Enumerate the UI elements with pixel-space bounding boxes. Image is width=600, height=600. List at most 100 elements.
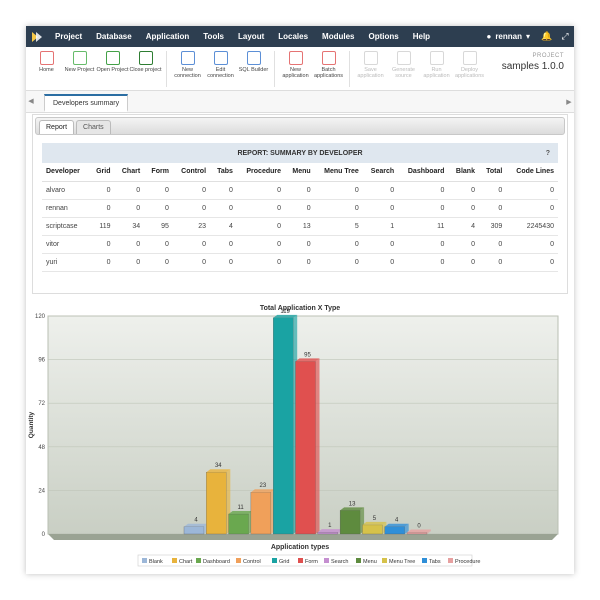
- count-cell: 0: [89, 253, 115, 272]
- count-cell: 0: [285, 181, 315, 200]
- scriptcase-logo-icon[interactable]: [26, 26, 48, 47]
- close-project-button[interactable]: Close project: [129, 51, 162, 87]
- menu-tools[interactable]: Tools: [203, 32, 225, 41]
- toolbar-group-connection: New connection Edit connection SQL Builder: [167, 51, 275, 87]
- legend-label-form: Form: [305, 559, 318, 565]
- menu-layout[interactable]: Layout: [238, 32, 265, 41]
- tab-scroll-left-icon[interactable]: ◀: [28, 98, 34, 105]
- edit-connection-button[interactable]: Edit connection: [204, 51, 237, 87]
- batch-applications-button[interactable]: Batch applications: [312, 51, 345, 87]
- bar-control: [250, 492, 272, 535]
- toolbar-button-label: Run application: [423, 67, 450, 79]
- menu-options[interactable]: Options: [368, 32, 399, 41]
- toolbar-button-label: Deploy applications: [454, 67, 485, 79]
- bar-top-blank: [184, 523, 208, 527]
- column-header-total: Total: [478, 163, 507, 182]
- batch-applications-icon: [321, 51, 336, 65]
- generate-source-button[interactable]: Generate source: [387, 51, 420, 87]
- toolbar-button-label: New Project: [64, 67, 95, 73]
- app-window: Project Database Application Tools Layou…: [26, 26, 574, 574]
- data-label-control: 23: [260, 483, 267, 489]
- legend-label-blank: Blank: [149, 559, 163, 565]
- count-cell: 0: [210, 181, 237, 200]
- bar-tabs: [384, 526, 405, 535]
- count-cell: 0: [478, 253, 507, 272]
- count-cell: 13: [285, 217, 315, 236]
- bar-top-grid: [273, 314, 298, 318]
- sql-builder-button[interactable]: SQL Builder: [237, 51, 270, 87]
- bell-icon[interactable]: 🔔: [541, 31, 553, 41]
- legend-swatch-form: [298, 558, 303, 563]
- count-cell: 0: [314, 253, 363, 272]
- y-tick-label: 24: [38, 488, 45, 494]
- data-label-tabs: 4: [395, 518, 399, 524]
- count-cell: 0: [89, 199, 115, 218]
- user-menu[interactable]: ● rennan ▾: [478, 32, 538, 41]
- table-row: scriptcase 119 34 95 23 4 0 13 5 1 11 4 309 2245430: [42, 217, 558, 236]
- legend-label-control: Control: [243, 559, 261, 565]
- new-application-button[interactable]: New application: [279, 51, 312, 87]
- open-project-icon: [105, 51, 120, 65]
- close-project-icon: [138, 51, 153, 65]
- legend-swatch-menu-tree: [382, 558, 387, 563]
- open-project-button[interactable]: Open Project: [96, 51, 129, 87]
- count-cell: 0: [144, 253, 173, 272]
- count-cell: 1: [362, 217, 399, 236]
- save-application-button[interactable]: Save application: [354, 51, 387, 87]
- fullscreen-icon[interactable]: ⤢: [561, 31, 569, 41]
- count-cell: 0: [398, 253, 449, 272]
- count-cell: 0: [114, 235, 145, 254]
- tab-developers-summary[interactable]: Developers summary: [44, 94, 129, 112]
- toolbar-button-label: Close project: [129, 67, 162, 73]
- bar-top-procedure: [407, 529, 431, 533]
- count-cell: 0: [144, 235, 173, 254]
- count-cell: 0: [236, 199, 286, 218]
- toolbar-button-label: SQL Builder: [238, 67, 269, 73]
- tab-scroll-right-icon[interactable]: ▶: [566, 99, 572, 106]
- bar-side-form: [315, 358, 320, 534]
- bar-top-tabs: [384, 523, 409, 527]
- toolbar-button-label: Batch applications: [313, 67, 344, 79]
- sql-builder-icon: [246, 51, 261, 65]
- user-icon: ●: [486, 32, 492, 41]
- count-cell: 0: [89, 181, 115, 200]
- menu-application[interactable]: Application: [145, 32, 190, 41]
- count-cell: 0: [236, 235, 286, 254]
- home-button[interactable]: Home: [30, 51, 63, 87]
- bar-grid: [273, 317, 294, 535]
- menu-locales[interactable]: Locales: [278, 32, 309, 41]
- help-icon[interactable]: ?: [545, 149, 550, 157]
- menu-help[interactable]: Help: [412, 32, 431, 41]
- bar-top-form: [295, 358, 320, 362]
- bar-top-chart: [206, 469, 231, 473]
- legend-label-menu: Menu: [363, 559, 377, 565]
- count-cell: 23: [172, 217, 211, 236]
- run-application-button[interactable]: Run application: [420, 51, 453, 87]
- deploy-applications-button[interactable]: Deploy applications: [453, 51, 486, 87]
- chevron-down-icon: ▾: [525, 32, 530, 41]
- count-cell: 0: [210, 253, 237, 272]
- new-connection-icon: [180, 51, 195, 65]
- menu-database[interactable]: Database: [96, 32, 132, 41]
- report-table: Developer Grid Chart Form Control Tabs Procedu…: [42, 163, 558, 272]
- new-project-button[interactable]: New Project: [63, 51, 96, 87]
- bar-blank: [183, 526, 205, 535]
- table-row: rennan 0 0 0 0 0 0 0 0 0 0 0 0 0: [42, 199, 558, 218]
- count-cell: 309: [478, 217, 507, 236]
- menu-modules[interactable]: Modules: [322, 32, 355, 41]
- count-cell: 0: [314, 199, 363, 218]
- tab-charts[interactable]: Charts: [76, 120, 111, 134]
- new-connection-button[interactable]: New connection: [171, 51, 204, 87]
- menu-project[interactable]: Project: [55, 32, 83, 41]
- bar-top-search: [317, 529, 342, 533]
- tab-report[interactable]: Report: [39, 120, 75, 134]
- legend-swatch-control: [236, 558, 241, 563]
- count-cell: 0: [448, 235, 479, 254]
- developer-cell: alvaro: [42, 181, 90, 200]
- count-cell: 0: [314, 181, 363, 200]
- count-cell: 0: [362, 253, 399, 272]
- count-cell: 0: [478, 181, 507, 200]
- legend-label-grid: Grid: [279, 559, 289, 565]
- column-header-control: Control: [172, 163, 211, 182]
- legend-swatch-menu: [356, 558, 361, 563]
